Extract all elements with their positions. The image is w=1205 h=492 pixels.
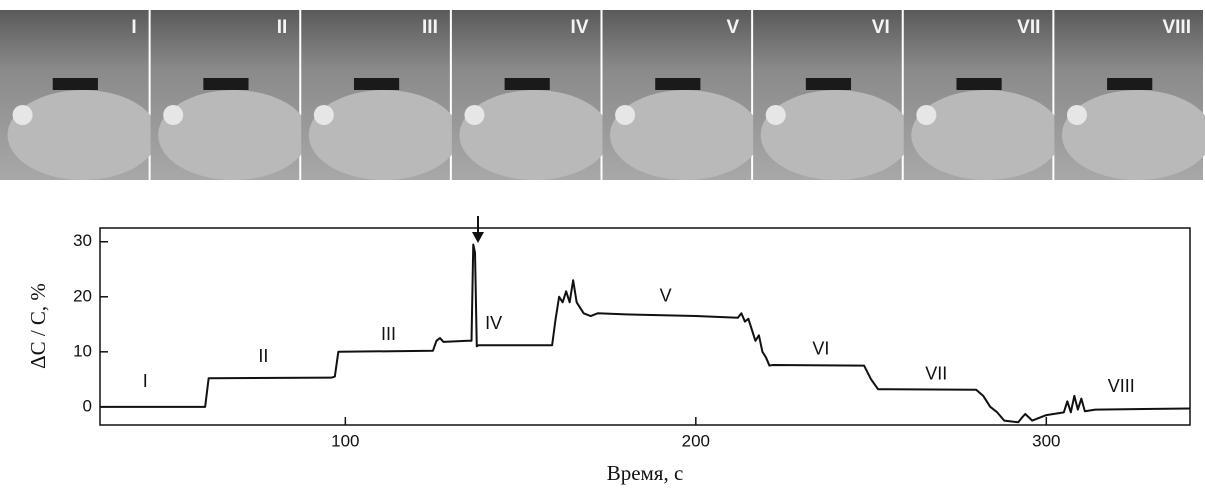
clip [12, 105, 33, 125]
photo-label: II [277, 17, 288, 38]
y-tick-label: 20 [73, 286, 92, 305]
photo-label: VI [872, 17, 890, 38]
region-label: III [381, 324, 396, 344]
sensor [655, 78, 701, 90]
clip [615, 105, 636, 125]
sensor [52, 78, 98, 90]
glove [459, 90, 611, 180]
sensor [203, 78, 249, 90]
region-label: VII [925, 364, 947, 384]
photo-label: I [131, 17, 136, 38]
region-label: IV [485, 313, 502, 333]
clip [916, 105, 937, 125]
glove [7, 90, 159, 180]
y-tick-label: 0 [83, 396, 92, 415]
clip [765, 105, 786, 125]
x-tick-label: 200 [682, 431, 710, 450]
sensor [504, 78, 550, 90]
glove [760, 90, 912, 180]
photo-label: III [422, 17, 438, 38]
x-tick-label: 300 [1032, 431, 1060, 450]
photo-label: V [726, 17, 739, 38]
glove [158, 90, 309, 180]
glove [610, 90, 761, 180]
x-axis-label: Время, с [607, 461, 684, 485]
sensor [956, 78, 1002, 90]
glove [1061, 90, 1205, 180]
photo-label: IV [571, 17, 589, 38]
glove [911, 90, 1062, 180]
photo-label: VIII [1162, 17, 1191, 38]
clip [1066, 105, 1087, 125]
photo-strip: I II III IV V VI VII VIII [0, 10, 1205, 180]
data-line [100, 243, 1191, 424]
clip [313, 105, 334, 125]
region-label: V [660, 286, 672, 306]
y-tick-label: 10 [73, 341, 92, 360]
sensor [353, 78, 400, 90]
clip [163, 105, 184, 125]
clip [464, 105, 485, 125]
plot-frame [99, 227, 1191, 426]
region-label: II [258, 346, 268, 366]
x-tick-label: 100 [331, 431, 359, 450]
sensor [1107, 78, 1153, 90]
photo-label: VII [1017, 17, 1040, 38]
y-axis-label: ΔC / C, % [26, 283, 50, 369]
region-label: I [143, 371, 148, 391]
spike-arrow [472, 216, 484, 243]
sensor [805, 78, 852, 90]
region-label: VIII [1108, 376, 1135, 396]
glove [308, 90, 460, 180]
region-label: VI [812, 338, 829, 358]
y-tick-label: 30 [73, 231, 92, 250]
